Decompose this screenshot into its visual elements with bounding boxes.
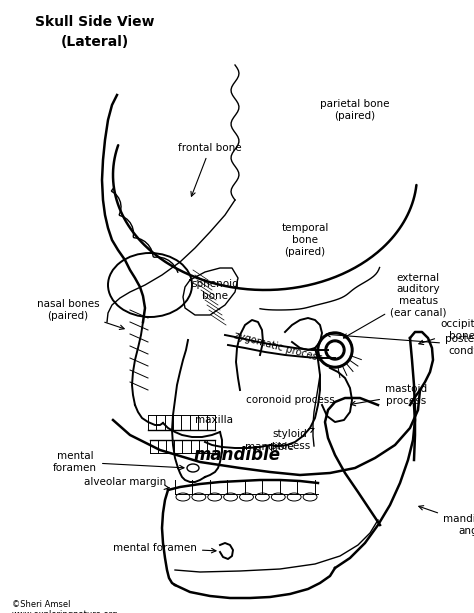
Text: (Lateral): (Lateral)	[61, 35, 129, 49]
Text: parietal bone
(paired): parietal bone (paired)	[320, 99, 390, 121]
Circle shape	[320, 335, 350, 365]
Text: mandible: mandible	[245, 442, 294, 452]
Text: styloid
process: styloid process	[270, 428, 314, 451]
Ellipse shape	[303, 493, 317, 501]
Text: nasal bones
(paired): nasal bones (paired)	[36, 299, 124, 329]
Text: mental foramen: mental foramen	[113, 543, 216, 553]
Ellipse shape	[255, 493, 269, 501]
Circle shape	[317, 332, 353, 368]
Ellipse shape	[287, 493, 301, 501]
Text: external
auditory
meatus
(ear canal): external auditory meatus (ear canal)	[344, 273, 447, 338]
Text: posterior
condyle: posterior condyle	[326, 332, 474, 356]
Ellipse shape	[176, 493, 190, 501]
Ellipse shape	[239, 493, 254, 501]
Text: maxilla: maxilla	[195, 415, 233, 425]
Text: occipital
bone: occipital bone	[419, 319, 474, 345]
Circle shape	[325, 340, 345, 360]
Text: ©Sheri Amsel
www.exploringnature.org: ©Sheri Amsel www.exploringnature.org	[12, 600, 118, 613]
Text: temporal
bone
(paired): temporal bone (paired)	[281, 223, 328, 257]
Text: coronoid process: coronoid process	[246, 395, 334, 405]
Text: mandible: mandible	[193, 446, 281, 464]
Text: mastoid
process: mastoid process	[351, 384, 427, 406]
Text: mandibular
angle: mandibular angle	[419, 506, 474, 536]
Text: zygomatic process: zygomatic process	[233, 330, 323, 364]
Text: sphenoid
bone: sphenoid bone	[191, 279, 239, 301]
Text: alveolar margin: alveolar margin	[84, 477, 169, 489]
Text: frontal bone: frontal bone	[178, 143, 242, 196]
Text: Skull Side View: Skull Side View	[35, 15, 155, 29]
Ellipse shape	[192, 493, 206, 501]
Text: mental
foramen: mental foramen	[53, 451, 184, 473]
Ellipse shape	[271, 493, 285, 501]
Circle shape	[328, 343, 342, 357]
Ellipse shape	[224, 493, 237, 501]
Ellipse shape	[208, 493, 222, 501]
